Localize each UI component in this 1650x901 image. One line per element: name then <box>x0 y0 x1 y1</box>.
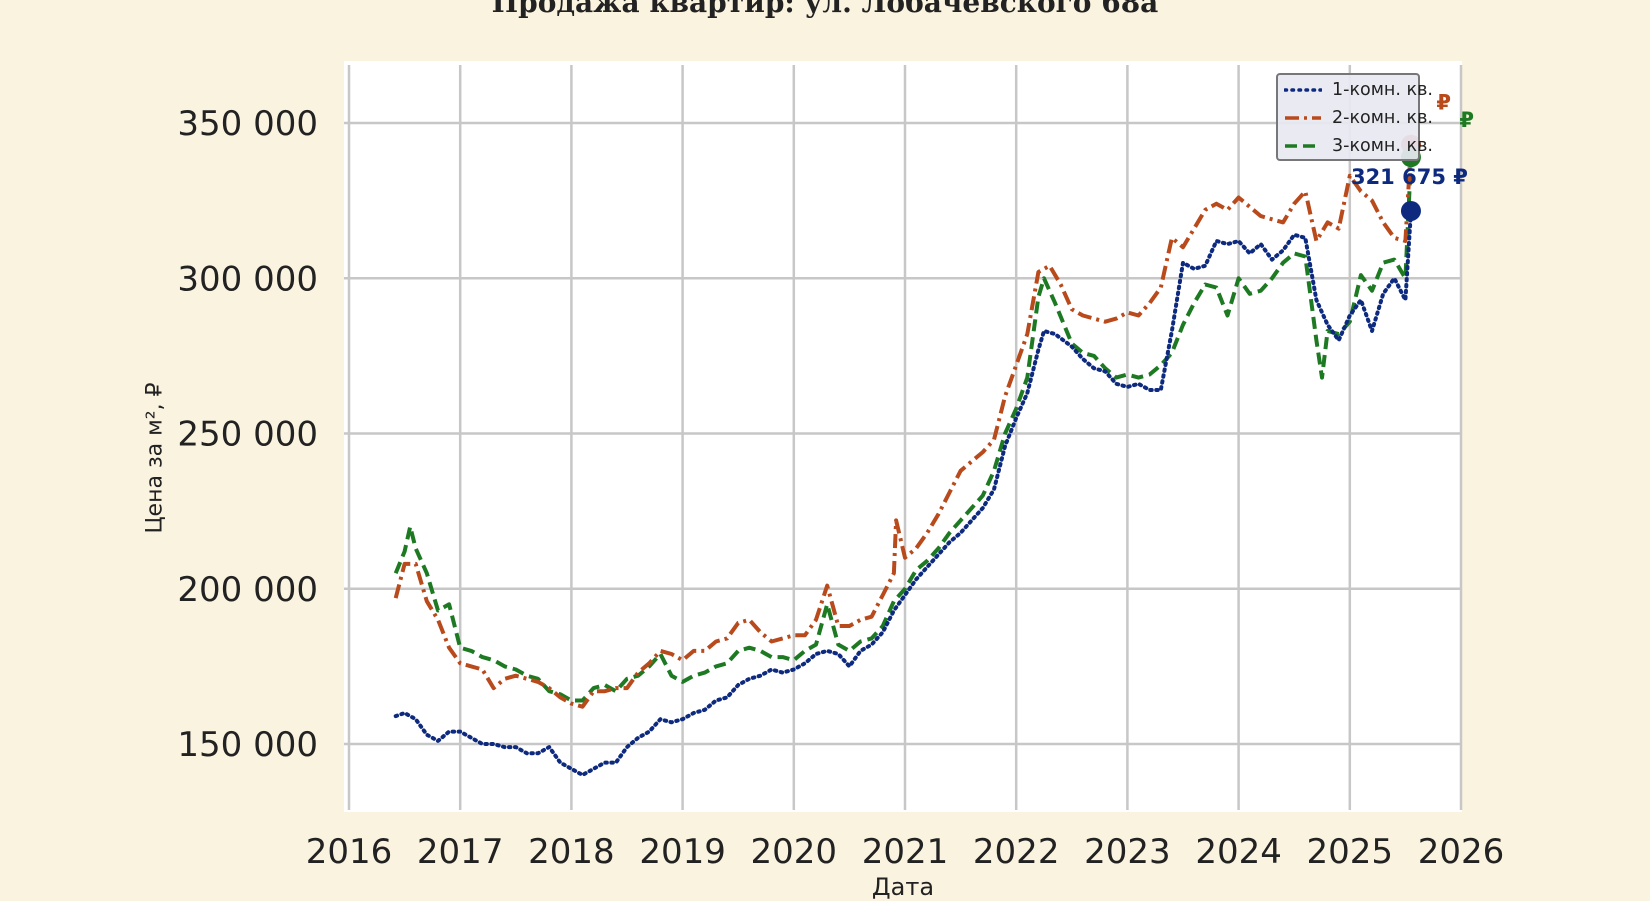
y-tick-label: 300 000 <box>177 259 318 299</box>
y-tick-label: 200 000 <box>177 570 318 610</box>
x-axis-label: Дата <box>871 873 935 901</box>
x-tick-label: 2025 <box>1307 832 1394 872</box>
legend-item: 2-комн. кв. <box>1284 106 1433 130</box>
legend-item: 3-комн. кв. <box>1284 134 1433 158</box>
dotted-line-swatch <box>1284 88 1322 92</box>
x-tick-label: 2020 <box>751 832 838 872</box>
series-line-1 <box>393 208 1413 777</box>
series-line-2 <box>393 144 1413 709</box>
x-tick-label: 2018 <box>528 832 615 872</box>
last-value-marker <box>1400 200 1421 221</box>
x-tick-label: 2026 <box>1418 832 1505 872</box>
x-tick-label: 2023 <box>1084 832 1171 872</box>
last-value-label: ₽ <box>1459 108 1474 132</box>
last-value-label: ₽ <box>1436 91 1451 115</box>
legend: 1-комн. кв. 2-комн. кв. 3-комн. кв. <box>1276 73 1433 161</box>
x-tick-label: 2022 <box>973 832 1060 872</box>
legend-label: 3-комн. кв. <box>1332 136 1433 156</box>
y-tick-label: 150 000 <box>177 725 318 765</box>
y-tick-label: 350 000 <box>177 104 318 144</box>
series-lines <box>393 144 1413 777</box>
legend-label: 2-комн. кв. <box>1332 108 1433 128</box>
legend-item: 1-комн. кв. <box>1284 78 1433 102</box>
dashdot-line-swatch <box>1285 116 1321 120</box>
x-tick-label: 2021 <box>862 832 949 872</box>
legend-label: 1-комн. кв. <box>1332 80 1433 100</box>
y-tick-label: 250 000 <box>177 415 318 455</box>
x-tick-label: 2016 <box>306 832 393 872</box>
x-tick-label: 2019 <box>639 832 726 872</box>
x-tick-label: 2017 <box>417 832 504 872</box>
chart-title: Продажа квартир: ул. Лобачевского 68а <box>491 0 1159 19</box>
tick-labels: 2016 2017 2018 2019 2020 2021 2022 2023 2024 2025… <box>177 104 1504 872</box>
series-line-3 <box>393 157 1413 703</box>
grid <box>344 65 1463 810</box>
x-tick-label: 2024 <box>1195 832 1282 872</box>
plot-area <box>344 61 1462 812</box>
dashed-line-swatch <box>1285 144 1321 148</box>
last-value-label: 321 675 ₽ <box>1351 165 1468 189</box>
